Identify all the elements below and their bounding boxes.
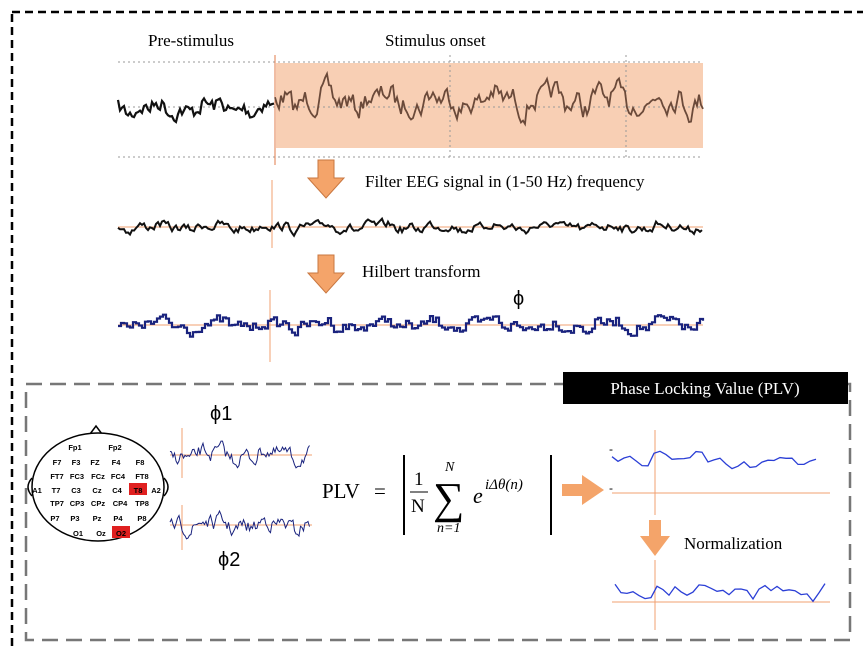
formula: e [473, 483, 483, 508]
signal [169, 509, 310, 540]
electrode: A2 [151, 486, 161, 495]
electrode: P8 [137, 514, 146, 523]
electrode: Fp2 [108, 443, 121, 452]
plv-title-box [563, 372, 848, 404]
phase-symbol: ϕ [513, 288, 524, 310]
electrode-highlight [129, 483, 147, 495]
plv-frame [24, 382, 852, 642]
electrode: FT7 [50, 472, 63, 481]
nose [89, 424, 103, 435]
step-label: Normalization [684, 534, 783, 553]
arrow [562, 475, 604, 505]
formula: n=1 [437, 521, 460, 536]
arrow [306, 254, 346, 294]
signal [118, 313, 705, 338]
step-label: Hilbert transform [362, 262, 481, 281]
electrode: A1 [32, 486, 42, 495]
electrode: FCz [91, 472, 105, 481]
signal [274, 70, 704, 127]
phi-label: ϕ2 [218, 549, 240, 571]
electrode: Cz [92, 486, 101, 495]
electrode: TP8 [135, 499, 149, 508]
electrode: CP3 [70, 499, 85, 508]
ear [27, 477, 33, 497]
formula: N [444, 460, 455, 475]
electrode: FC3 [70, 472, 84, 481]
signal [169, 440, 310, 469]
electrode: FZ [90, 458, 100, 467]
signal [116, 96, 275, 124]
formula: iΔθ(n) [485, 477, 523, 493]
label: Pre-stimulus [148, 31, 234, 50]
electrode: P3 [70, 514, 79, 523]
formula: ∑ [433, 474, 464, 523]
formula: = [374, 479, 386, 503]
electrode: O1 [73, 529, 83, 538]
plv-title: Phase Locking Value (PLV) [610, 379, 799, 398]
tick: - [609, 442, 613, 456]
electrode: P7 [50, 514, 59, 523]
arrow [640, 520, 670, 556]
formula: 1 [414, 469, 424, 490]
electrode: FC4 [111, 472, 126, 481]
phi-label: ϕ1 [210, 403, 232, 425]
electrode: Oz [96, 529, 106, 538]
head [31, 432, 165, 542]
electrode: T8 [134, 486, 143, 495]
electrode: F4 [112, 458, 122, 467]
formula: PLV [322, 479, 360, 503]
electrode: TP7 [50, 499, 64, 508]
electrode: FT8 [135, 472, 148, 481]
label: Stimulus onset [385, 31, 486, 50]
electrode: Pz [93, 514, 102, 523]
electrode: F7 [53, 458, 62, 467]
electrode: C4 [112, 486, 122, 495]
electrode-highlight [112, 526, 130, 538]
electrode: CPz [91, 499, 105, 508]
electrode: T7 [52, 486, 61, 495]
arrow [306, 159, 346, 199]
electrode: P4 [113, 514, 123, 523]
formula: N [411, 496, 425, 517]
signal [117, 216, 703, 238]
outer-frame [10, 10, 863, 646]
step-label: Filter EEG signal in (1-50 Hz) frequency [365, 172, 645, 191]
tick: - [609, 481, 613, 495]
electrode: Fp1 [68, 443, 81, 452]
signal [611, 450, 817, 470]
electrode: O2 [116, 529, 126, 538]
electrode: F3 [72, 458, 81, 467]
ear [163, 477, 169, 497]
signal [614, 583, 826, 603]
electrode: CP4 [113, 499, 128, 508]
electrode: C3 [71, 486, 81, 495]
electrode: F8 [136, 458, 145, 467]
